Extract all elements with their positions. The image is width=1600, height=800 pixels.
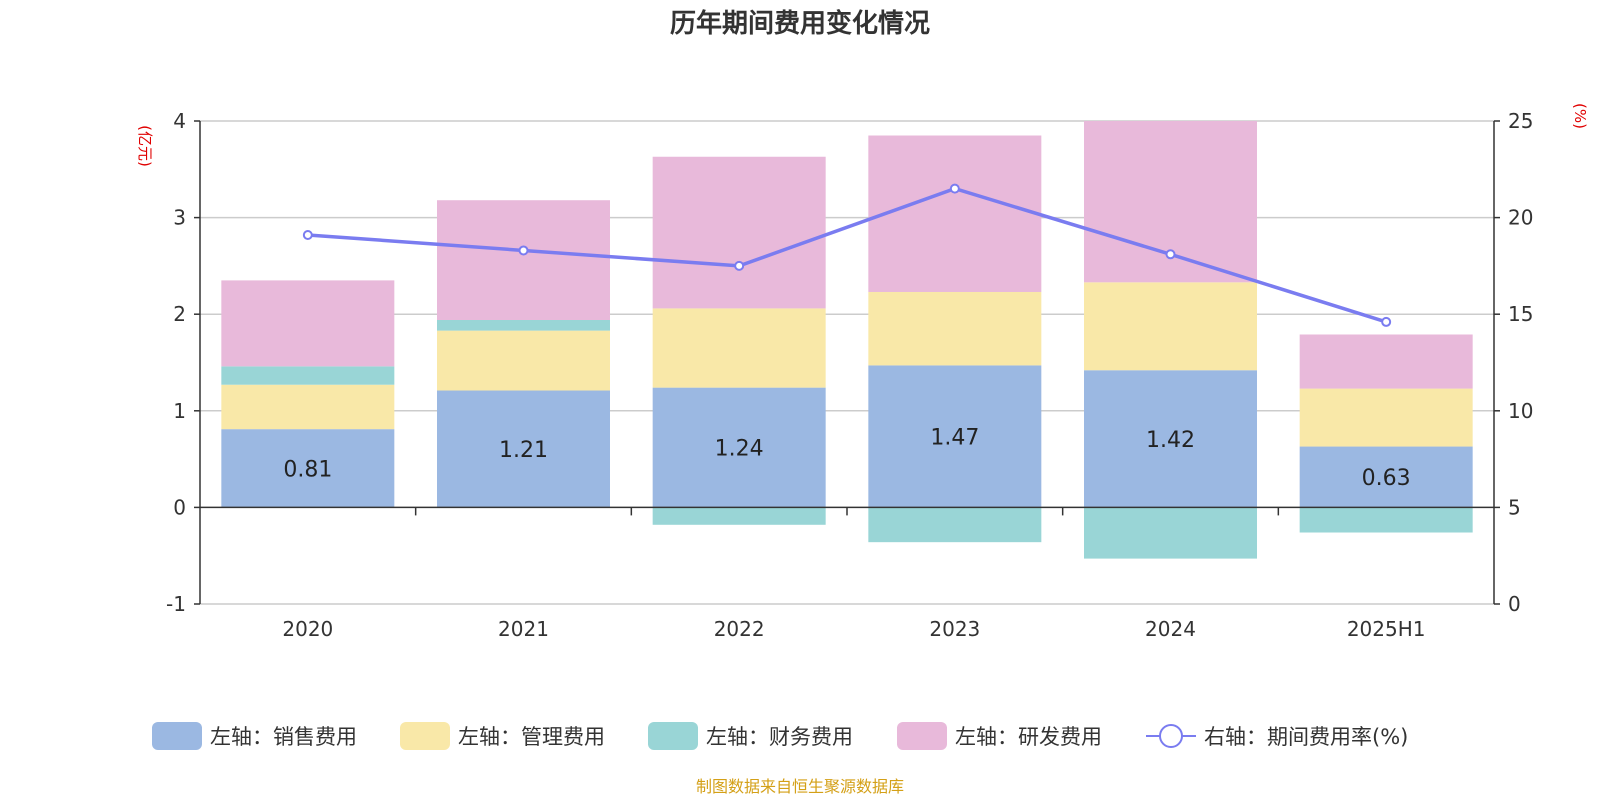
left-axis-unit: (亿元) — [136, 125, 154, 167]
rate-point — [1165, 249, 1176, 260]
bar-segment — [1299, 388, 1473, 447]
bar-value-label: 0.81 — [283, 457, 332, 482]
rate-point — [302, 229, 313, 240]
left-tick-label: 3 — [173, 206, 186, 230]
bar-segment — [1084, 507, 1257, 559]
left-tick-label: 0 — [173, 495, 186, 519]
legend-marker — [1159, 724, 1183, 748]
right-tick-label: 20 — [1508, 206, 1533, 230]
bar-segment — [437, 330, 610, 391]
category-label: 2022 — [714, 617, 765, 641]
bar-segment — [1084, 282, 1257, 371]
legend-swatch — [400, 722, 450, 750]
category-label: 2024 — [1145, 617, 1196, 641]
rate-point — [1381, 316, 1392, 327]
right-tick-label: 25 — [1508, 109, 1533, 133]
legend-label: 左轴：研发费用 — [955, 725, 1102, 749]
rate-line-path — [307, 186, 1387, 324]
legend-swatch — [897, 722, 947, 750]
gridlines — [200, 120, 1494, 605]
rate-line — [302, 183, 1392, 327]
category-label: 2025H1 — [1347, 617, 1426, 641]
right-tick-label: 10 — [1508, 399, 1533, 423]
chart-title: 历年期间费用变化情况 — [670, 8, 930, 39]
rate-point — [518, 245, 529, 256]
axes: -1 0 1 2 3 4 0 5 10 15 20 25 (亿元) (%) 2020 2021 2022 2023… — [136, 103, 1589, 641]
rate-point — [949, 183, 960, 194]
category-label: 2020 — [282, 617, 333, 641]
category-label: 2021 — [498, 617, 549, 641]
legend: 左轴：销售费用 左轴：管理费用 左轴：财务费用 左轴：研发费用 右轴：期间费用率(%) — [152, 722, 1408, 750]
left-tick-label: -1 — [166, 592, 186, 616]
legend-label: 左轴：管理费用 — [458, 725, 605, 749]
bar-segment — [437, 200, 610, 320]
bar-segment — [652, 156, 826, 309]
bar-segment — [1299, 334, 1473, 389]
bar-segment — [221, 429, 395, 508]
right-axis-unit: (%) — [1571, 103, 1589, 129]
legend-swatch — [648, 722, 698, 750]
bar-segment — [221, 280, 395, 367]
bar-labels: 0.81 1.21 1.24 1.47 1.42 0.63 — [283, 425, 1410, 491]
category-label: 2023 — [929, 617, 980, 641]
left-tick-label: 4 — [173, 109, 186, 133]
left-tick-label: 1 — [173, 399, 186, 423]
bar-segment — [1299, 507, 1473, 533]
rate-point — [734, 260, 745, 271]
bar-value-label: 0.63 — [1362, 466, 1411, 491]
bar-value-label: 1.24 — [715, 437, 764, 462]
bar-segment — [652, 387, 826, 508]
bar-value-label: 1.42 — [1146, 428, 1195, 453]
right-tick-label: 5 — [1508, 495, 1521, 519]
bar-segment — [652, 308, 826, 388]
legend-label: 右轴：期间费用率(%) — [1204, 725, 1408, 749]
bar-segment — [221, 366, 395, 385]
bars — [221, 121, 1473, 559]
bar-segment — [868, 135, 1042, 292]
bar-value-label: 1.21 — [499, 438, 548, 463]
bar-segment — [868, 291, 1042, 366]
bar-segment — [868, 365, 1042, 508]
left-tick-label: 2 — [173, 302, 186, 326]
bar-segment — [437, 390, 610, 508]
bar-segment — [1299, 446, 1473, 508]
legend-label: 左轴：财务费用 — [706, 725, 853, 749]
bar-segment — [437, 319, 610, 331]
bar-segment — [868, 507, 1042, 543]
data-source-note: 制图数据来自恒生聚源数据库 — [696, 777, 904, 796]
bar-segment — [652, 507, 826, 525]
right-tick-label: 15 — [1508, 302, 1533, 326]
bar-segment — [1084, 370, 1257, 508]
legend-swatch — [152, 722, 202, 750]
legend-label: 左轴：销售费用 — [210, 725, 357, 749]
right-tick-label: 0 — [1508, 592, 1521, 616]
bar-value-label: 1.47 — [930, 425, 979, 450]
bar-segment — [221, 384, 395, 430]
